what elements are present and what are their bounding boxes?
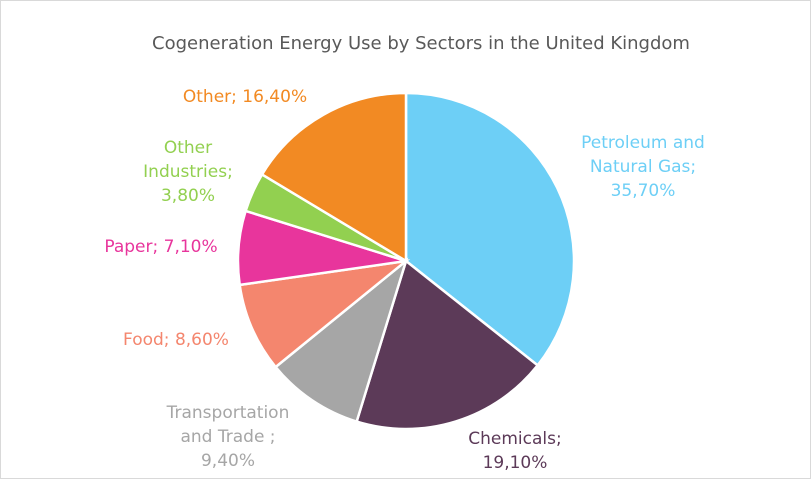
chart-title: Cogeneration Energy Use by Sectors in th… bbox=[152, 33, 690, 54]
data-label-food: Food; 8,60% bbox=[123, 330, 229, 350]
data-label-line: Paper; 7,10% bbox=[104, 237, 217, 257]
data-label-line: Industries; bbox=[143, 162, 233, 182]
data-label-line: Other; 16,40% bbox=[183, 87, 307, 107]
data-label-chemicals: Chemicals; 19,10% bbox=[468, 429, 561, 473]
data-label-paper: Paper; 7,10% bbox=[104, 237, 217, 257]
data-label-other-industries: Other Industries; 3,80% bbox=[143, 138, 233, 206]
data-label-line: Other bbox=[164, 138, 212, 158]
data-label-line: Chemicals; bbox=[468, 429, 561, 449]
data-label-line: Food; 8,60% bbox=[123, 330, 229, 350]
pie-slice-chemicals bbox=[355, 258, 540, 431]
data-label-line: 9,40% bbox=[201, 451, 255, 471]
pie-slice-food bbox=[238, 259, 411, 369]
data-label-line: 19,10% bbox=[483, 453, 548, 473]
data-label-line: Natural Gas; bbox=[590, 157, 696, 177]
data-label-other: Other; 16,40% bbox=[183, 87, 307, 107]
data-label-line: 35,70% bbox=[611, 181, 676, 201]
pie-slice-other bbox=[260, 91, 408, 264]
data-label-line: Transportation bbox=[166, 403, 290, 423]
data-label-line: 3,80% bbox=[161, 186, 215, 206]
data-label-line: Petroleum and bbox=[581, 133, 705, 153]
data-label-transportation-and-trade: Transportation and Trade ; 9,40% bbox=[166, 403, 290, 471]
data-label-petroleum-and-natural-gas: Petroleum and Natural Gas; 35,70% bbox=[581, 133, 705, 201]
data-label-line: and Trade ; bbox=[180, 427, 275, 447]
pie-slice-petroleum-and-natural-gas bbox=[404, 91, 576, 368]
pie-slice-transportation-and-trade bbox=[273, 257, 409, 424]
